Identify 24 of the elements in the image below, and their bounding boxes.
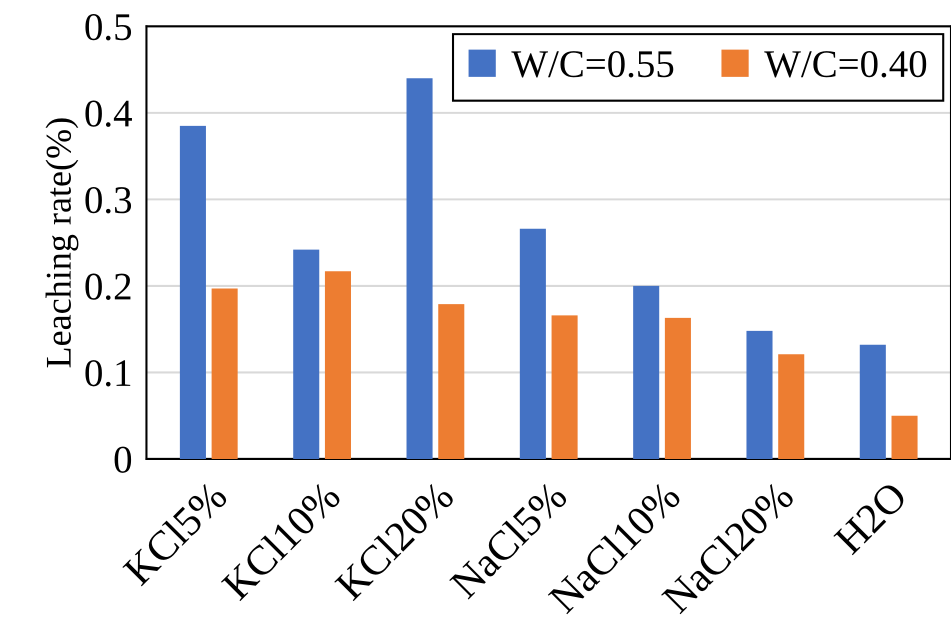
bar [180,126,206,459]
bar [746,330,773,459]
y-tick-label: 0 [114,446,132,473]
bar [778,354,804,459]
x-tick-label: H2O [833,480,908,556]
bar [664,318,691,459]
bar [520,228,546,459]
y-tick-label: 0.2 [85,274,130,300]
bar [633,286,660,459]
bar [324,271,351,459]
bar [212,288,238,459]
y-tick-label: 0.1 [85,360,130,386]
legend-label: W/C=0.55 [511,51,674,78]
legend-label: W/C=0.40 [764,51,926,78]
y-tick-label: 0.4 [85,100,132,127]
bar [293,250,320,459]
bar [892,416,918,459]
y-tick-label: 0.5 [85,14,132,40]
bar [406,78,433,459]
bar [860,344,886,459]
y-tick-label: 0.3 [85,187,132,214]
bar [438,304,464,459]
bar [552,315,578,459]
y-axis-title: Leaching rate(%) [46,118,78,368]
